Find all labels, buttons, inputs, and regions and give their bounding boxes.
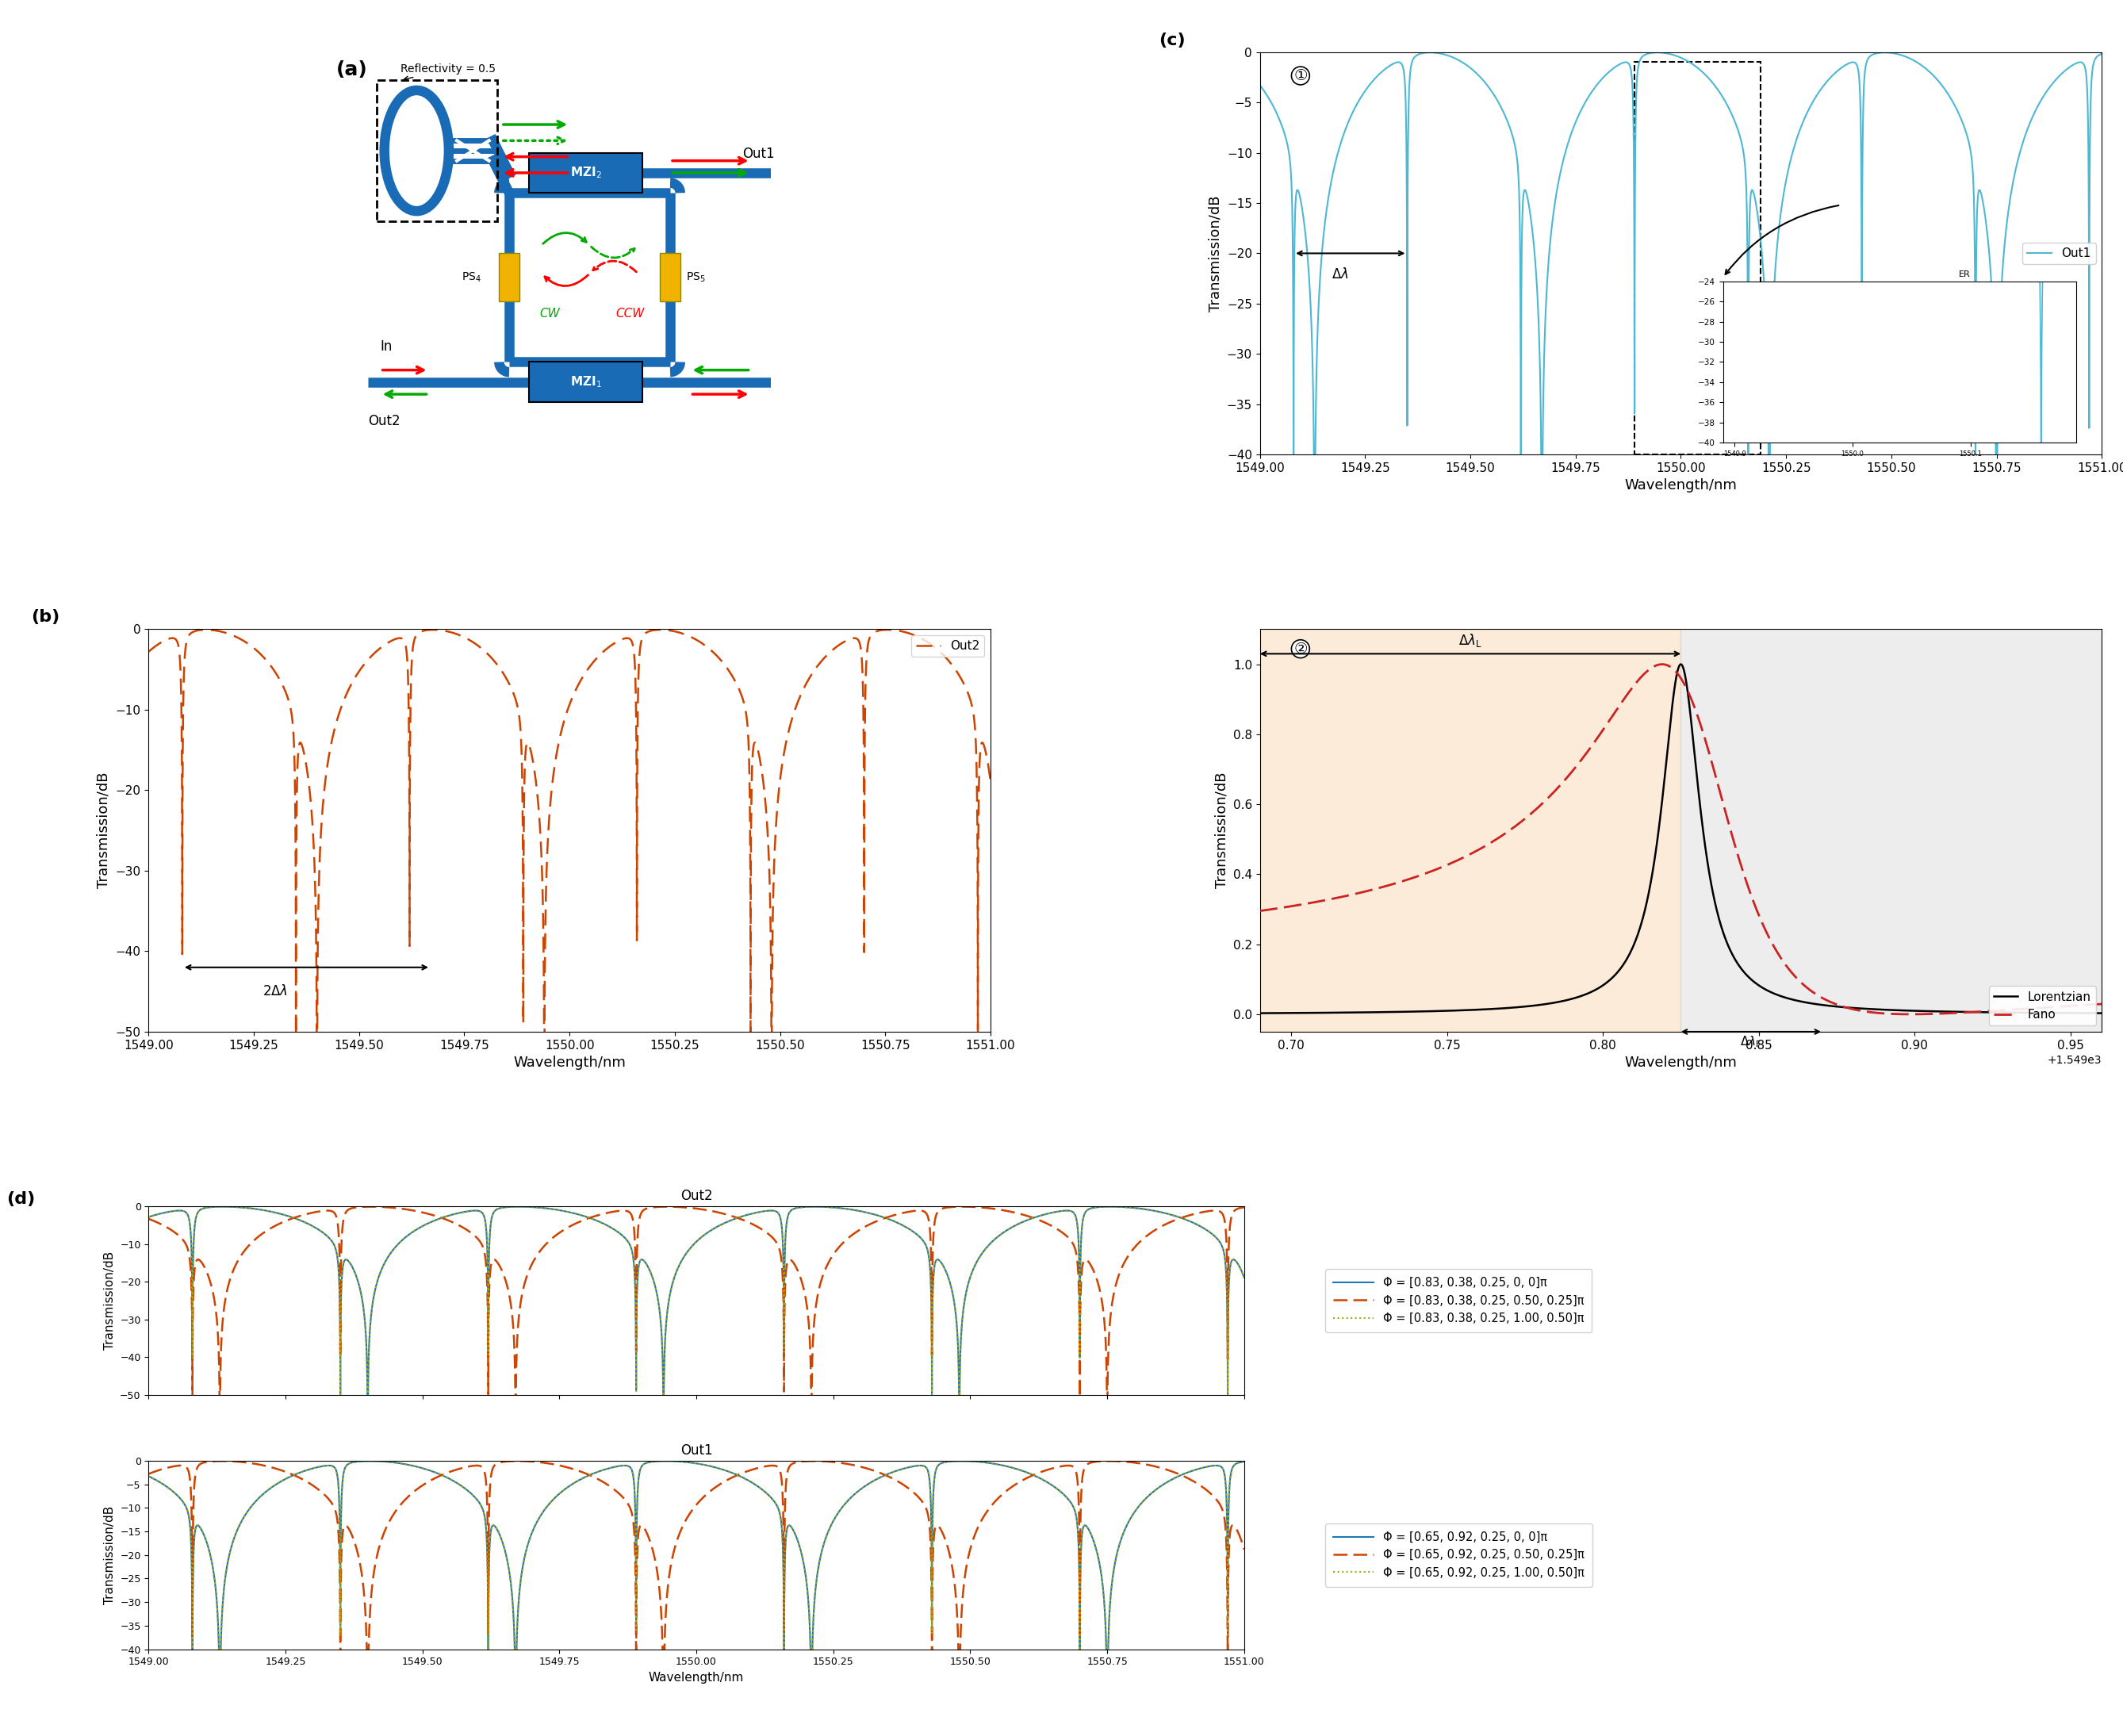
Lorentzian <box>1399 1002 1425 1023</box>
Bar <box>1681 628 2102 1031</box>
Text: CCW: CCW <box>616 307 645 319</box>
Fano <box>2089 993 2115 1014</box>
Lorentzian <box>1669 654 1694 675</box>
Text: In: In <box>380 340 393 354</box>
X-axis label: Wavelength/nm: Wavelength/nm <box>514 1055 626 1069</box>
Text: PS$_5$: PS$_5$ <box>686 271 705 285</box>
Fano <box>1940 1003 1966 1024</box>
Text: $\Delta\lambda_\mathrm{F}$: $\Delta\lambda_\mathrm{F}$ <box>1741 1035 1762 1050</box>
Line: Out1: Out1 <box>1259 52 2102 757</box>
Fano <box>1650 654 1675 675</box>
Text: $\Delta\lambda$: $\Delta\lambda$ <box>1331 267 1348 281</box>
Lorentzian <box>1246 1003 1272 1024</box>
Lorentzian <box>1875 1000 1900 1021</box>
Text: Reflectivity = 0.5: Reflectivity = 0.5 <box>401 64 495 80</box>
Out2 <box>304 1182 329 1203</box>
Out1 <box>1849 122 1875 142</box>
Out1 <box>1645 42 1671 62</box>
Legend: Φ = [0.65, 0.92, 0.25, 0, 0]π, Φ = [0.65, 0.92, 0.25, 0.50, 0.25]π, Φ = [0.65, 0: Φ = [0.65, 0.92, 0.25, 0, 0]π, Φ = [0.65… <box>1325 1522 1592 1587</box>
X-axis label: Wavelength/nm: Wavelength/nm <box>1624 1055 1737 1069</box>
Fano <box>1898 1003 1923 1024</box>
Y-axis label: Transmission/dB: Transmission/dB <box>1208 194 1223 311</box>
Out1 <box>2034 80 2059 101</box>
Lorentzian <box>1569 986 1594 1007</box>
Y-axis label: Transmission/dB: Transmission/dB <box>104 1505 115 1604</box>
Out2 <box>677 625 703 646</box>
Lorentzian <box>1794 993 1819 1014</box>
Legend: Out1: Out1 <box>2023 243 2095 264</box>
Title: Out2: Out2 <box>679 1189 713 1203</box>
Line: Fano: Fano <box>1259 665 2102 1014</box>
Y-axis label: Transmission/dB: Transmission/dB <box>1214 773 1229 889</box>
Text: MZI$_1$: MZI$_1$ <box>569 375 601 389</box>
Y-axis label: Transmission/dB: Transmission/dB <box>104 1252 115 1351</box>
Out2 <box>979 771 1004 792</box>
Text: CW: CW <box>539 307 560 319</box>
Legend: Out2: Out2 <box>911 635 985 656</box>
Text: $\Delta\lambda_\mathrm{L}$: $\Delta\lambda_\mathrm{L}$ <box>1459 632 1482 649</box>
Out2 <box>924 637 949 658</box>
Bar <box>529 153 641 193</box>
Text: Out1: Out1 <box>743 146 775 161</box>
Out1 <box>1456 57 1482 78</box>
Out2 <box>645 620 671 641</box>
Text: (c): (c) <box>1159 33 1185 49</box>
Line: Lorentzian: Lorentzian <box>1259 665 2102 1014</box>
Out2 <box>535 852 560 873</box>
Y-axis label: Transmission/dB: Transmission/dB <box>98 773 110 889</box>
Fano <box>1794 977 1819 998</box>
Legend: Lorentzian, Fano: Lorentzian, Fano <box>1989 986 2095 1026</box>
Bar <box>660 253 679 302</box>
Lorentzian <box>2089 1003 2115 1024</box>
Fano <box>1399 868 1425 889</box>
Out2 <box>136 641 161 661</box>
Out1 <box>2089 43 2115 64</box>
Fano <box>1569 750 1594 771</box>
Text: ①: ① <box>1293 68 1308 83</box>
Fano <box>1875 1003 1900 1024</box>
Out1 <box>1246 75 1272 95</box>
Out2 <box>346 661 372 682</box>
Out2 <box>739 781 764 802</box>
Text: (a): (a) <box>335 61 367 80</box>
Text: PS$_4$: PS$_4$ <box>461 271 482 285</box>
Legend: Φ = [0.83, 0.38, 0.25, 0, 0]π, Φ = [0.83, 0.38, 0.25, 0.50, 0.25]π, Φ = [0.83, 0: Φ = [0.83, 0.38, 0.25, 0, 0]π, Φ = [0.83… <box>1325 1269 1592 1332</box>
Out1 <box>1301 746 1327 767</box>
Title: Out1: Out1 <box>679 1443 713 1457</box>
Bar <box>499 253 520 302</box>
X-axis label: Wavelength/nm: Wavelength/nm <box>1624 479 1737 493</box>
Text: (d): (d) <box>6 1191 34 1207</box>
Lorentzian <box>1751 979 1777 1000</box>
Bar <box>376 80 497 220</box>
Bar <box>1635 62 1760 455</box>
Text: (b): (b) <box>30 609 59 625</box>
Bar <box>529 363 641 403</box>
Line: Out2: Out2 <box>149 630 991 1193</box>
Text: Out2: Out2 <box>367 415 401 429</box>
Out1 <box>1756 616 1781 637</box>
Text: ②: ② <box>1293 641 1308 656</box>
Text: MZI$_2$: MZI$_2$ <box>569 165 601 181</box>
Out2 <box>193 620 219 641</box>
Bar <box>1259 628 1681 1031</box>
Fano <box>1751 918 1777 939</box>
X-axis label: Wavelength/nm: Wavelength/nm <box>650 1672 743 1684</box>
Fano <box>1246 901 1272 922</box>
Out1 <box>1418 42 1444 62</box>
Text: $2\Delta\lambda$: $2\Delta\lambda$ <box>263 984 289 998</box>
Out1 <box>1788 118 1813 139</box>
Lorentzian <box>1940 1002 1966 1023</box>
